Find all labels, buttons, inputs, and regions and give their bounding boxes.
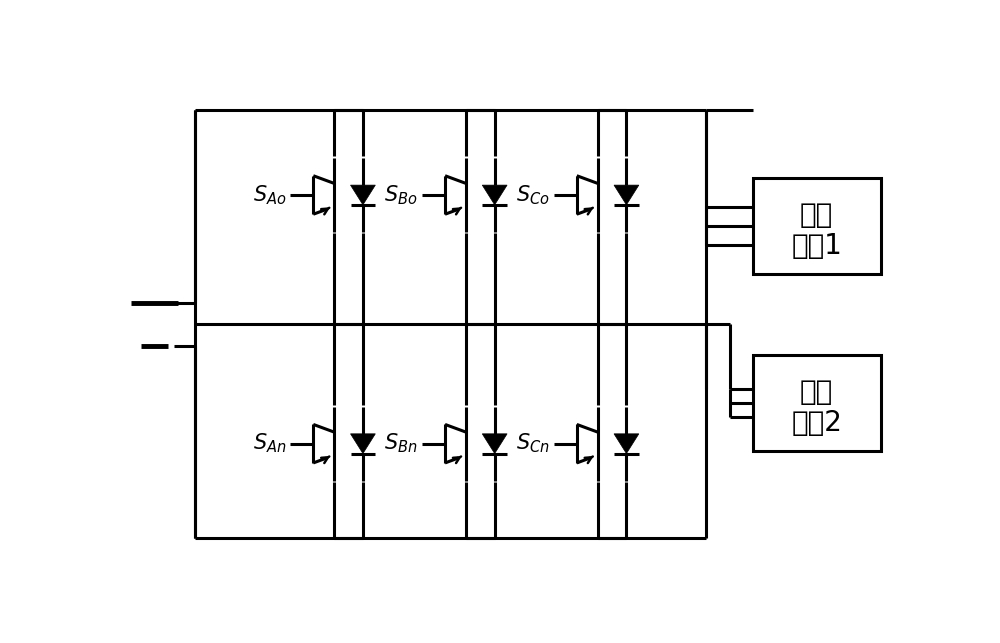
Text: 三相: 三相: [800, 201, 833, 229]
Text: $S_{An}$: $S_{An}$: [253, 432, 286, 455]
Polygon shape: [482, 185, 507, 205]
Polygon shape: [614, 185, 639, 205]
Text: $S_{Cn}$: $S_{Cn}$: [516, 432, 550, 455]
Text: $S_{Ao}$: $S_{Ao}$: [253, 183, 286, 207]
Polygon shape: [614, 434, 639, 453]
Polygon shape: [351, 434, 375, 453]
Text: $S_{Co}$: $S_{Co}$: [516, 183, 550, 207]
Text: 三相: 三相: [800, 378, 833, 406]
Text: $S_{Bn}$: $S_{Bn}$: [384, 432, 418, 455]
Text: $S_{Bo}$: $S_{Bo}$: [384, 183, 418, 207]
Text: 负载2: 负载2: [791, 409, 842, 437]
Bar: [753, 177, 881, 274]
Text: 负载1: 负载1: [791, 231, 842, 260]
Polygon shape: [482, 434, 507, 453]
Polygon shape: [351, 185, 375, 205]
Bar: [753, 355, 881, 451]
